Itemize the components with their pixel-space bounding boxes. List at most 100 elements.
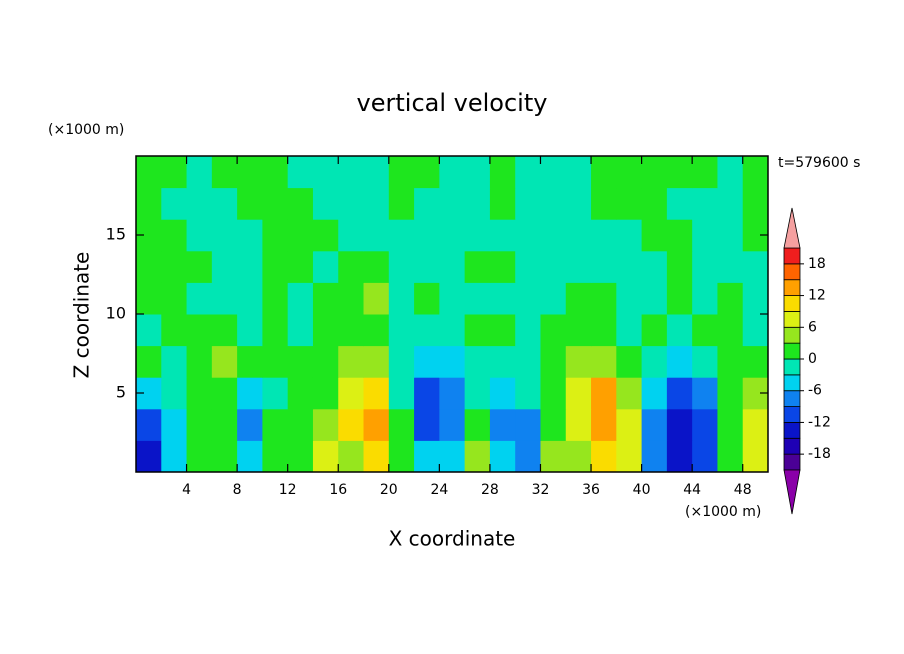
field-cell — [591, 250, 617, 283]
field-cell — [211, 250, 238, 283]
field-cell — [338, 314, 365, 347]
field-cell — [439, 345, 466, 378]
field-cell — [287, 156, 314, 189]
field-cell — [388, 250, 415, 283]
field-cell — [237, 250, 263, 283]
field-cell — [312, 282, 339, 315]
field-cell — [338, 377, 365, 410]
field-cell — [237, 440, 263, 473]
field-cell — [363, 345, 390, 378]
field-cell — [161, 345, 188, 378]
field-cell — [742, 156, 769, 189]
field-cell — [262, 250, 289, 283]
field-cell — [338, 440, 365, 473]
field-cell — [565, 156, 592, 189]
x-tick-label: 16 — [329, 482, 347, 498]
field-cell — [565, 377, 592, 410]
x-tick-label: 48 — [734, 482, 752, 498]
field-cell — [641, 250, 668, 283]
field-cell — [186, 314, 213, 347]
colorbar-extend-high — [783, 207, 801, 249]
field-cell — [591, 345, 617, 378]
field-cell — [312, 314, 339, 347]
colorbar-band — [783, 374, 801, 392]
field-cell — [136, 187, 162, 220]
field-cell — [161, 187, 188, 220]
field-cell — [616, 282, 643, 315]
field-cell — [439, 440, 466, 473]
colorbar-extend-low — [783, 469, 801, 515]
field-cell — [692, 282, 718, 315]
field-cell — [363, 187, 390, 220]
field-cell — [742, 282, 769, 315]
field-cell — [666, 440, 693, 473]
field-cell — [464, 156, 491, 189]
field-cell — [641, 219, 668, 252]
field-cell — [136, 314, 162, 347]
x-tick-label: 4 — [182, 482, 191, 498]
field-cell — [692, 187, 718, 220]
field-cell — [464, 314, 491, 347]
field-cell — [616, 408, 643, 441]
field-cell — [363, 282, 390, 315]
field-cell — [717, 250, 744, 283]
field-cell — [641, 187, 668, 220]
field-cell — [515, 219, 541, 252]
field-cell — [237, 314, 263, 347]
field-cell — [717, 187, 744, 220]
field-cell — [565, 250, 592, 283]
field-cell — [489, 156, 516, 189]
colorbar-band — [783, 437, 801, 455]
field-cell — [161, 314, 188, 347]
field-cell — [262, 408, 289, 441]
field-cell — [464, 282, 491, 315]
field-cell — [388, 408, 415, 441]
field-cell — [287, 440, 314, 473]
field-cell — [666, 282, 693, 315]
field-cell — [489, 314, 516, 347]
field-cell — [136, 345, 162, 378]
field-cell — [439, 187, 466, 220]
field-cell — [565, 345, 592, 378]
field-cell — [439, 219, 466, 252]
field-cell — [414, 219, 440, 252]
field-cell — [540, 219, 567, 252]
x-tick-label: 32 — [532, 482, 550, 498]
field-cell — [262, 219, 289, 252]
field-cell — [717, 219, 744, 252]
field-cell — [717, 314, 744, 347]
field-cell — [591, 219, 617, 252]
field-cell — [464, 408, 491, 441]
field-cell — [338, 250, 365, 283]
field-cell — [186, 219, 213, 252]
field-cell — [666, 187, 693, 220]
field-cell — [287, 219, 314, 252]
field-cell — [641, 440, 668, 473]
field-cell — [439, 408, 466, 441]
x-tick-label: 8 — [233, 482, 242, 498]
y-tick-label: 5 — [116, 383, 126, 402]
field-cell — [161, 408, 188, 441]
field-cell — [363, 408, 390, 441]
colorbar-band — [783, 422, 801, 439]
field-cell — [489, 187, 516, 220]
field-cell — [186, 250, 213, 283]
field-cell — [591, 377, 617, 410]
field-cell — [641, 156, 668, 189]
field-cell — [161, 440, 188, 473]
field-cell — [641, 377, 668, 410]
field-cell — [287, 314, 314, 347]
field-cell — [666, 345, 693, 378]
field-cell — [565, 282, 592, 315]
field-cell — [136, 282, 162, 315]
field-cell — [666, 314, 693, 347]
field-cell — [186, 156, 213, 189]
field-cell — [616, 345, 643, 378]
field-cell — [616, 314, 643, 347]
field-cell — [287, 250, 314, 283]
field-cell — [414, 187, 440, 220]
field-cell — [464, 345, 491, 378]
field-cell — [641, 314, 668, 347]
field-cell — [641, 408, 668, 441]
colorbar-band — [783, 390, 801, 407]
